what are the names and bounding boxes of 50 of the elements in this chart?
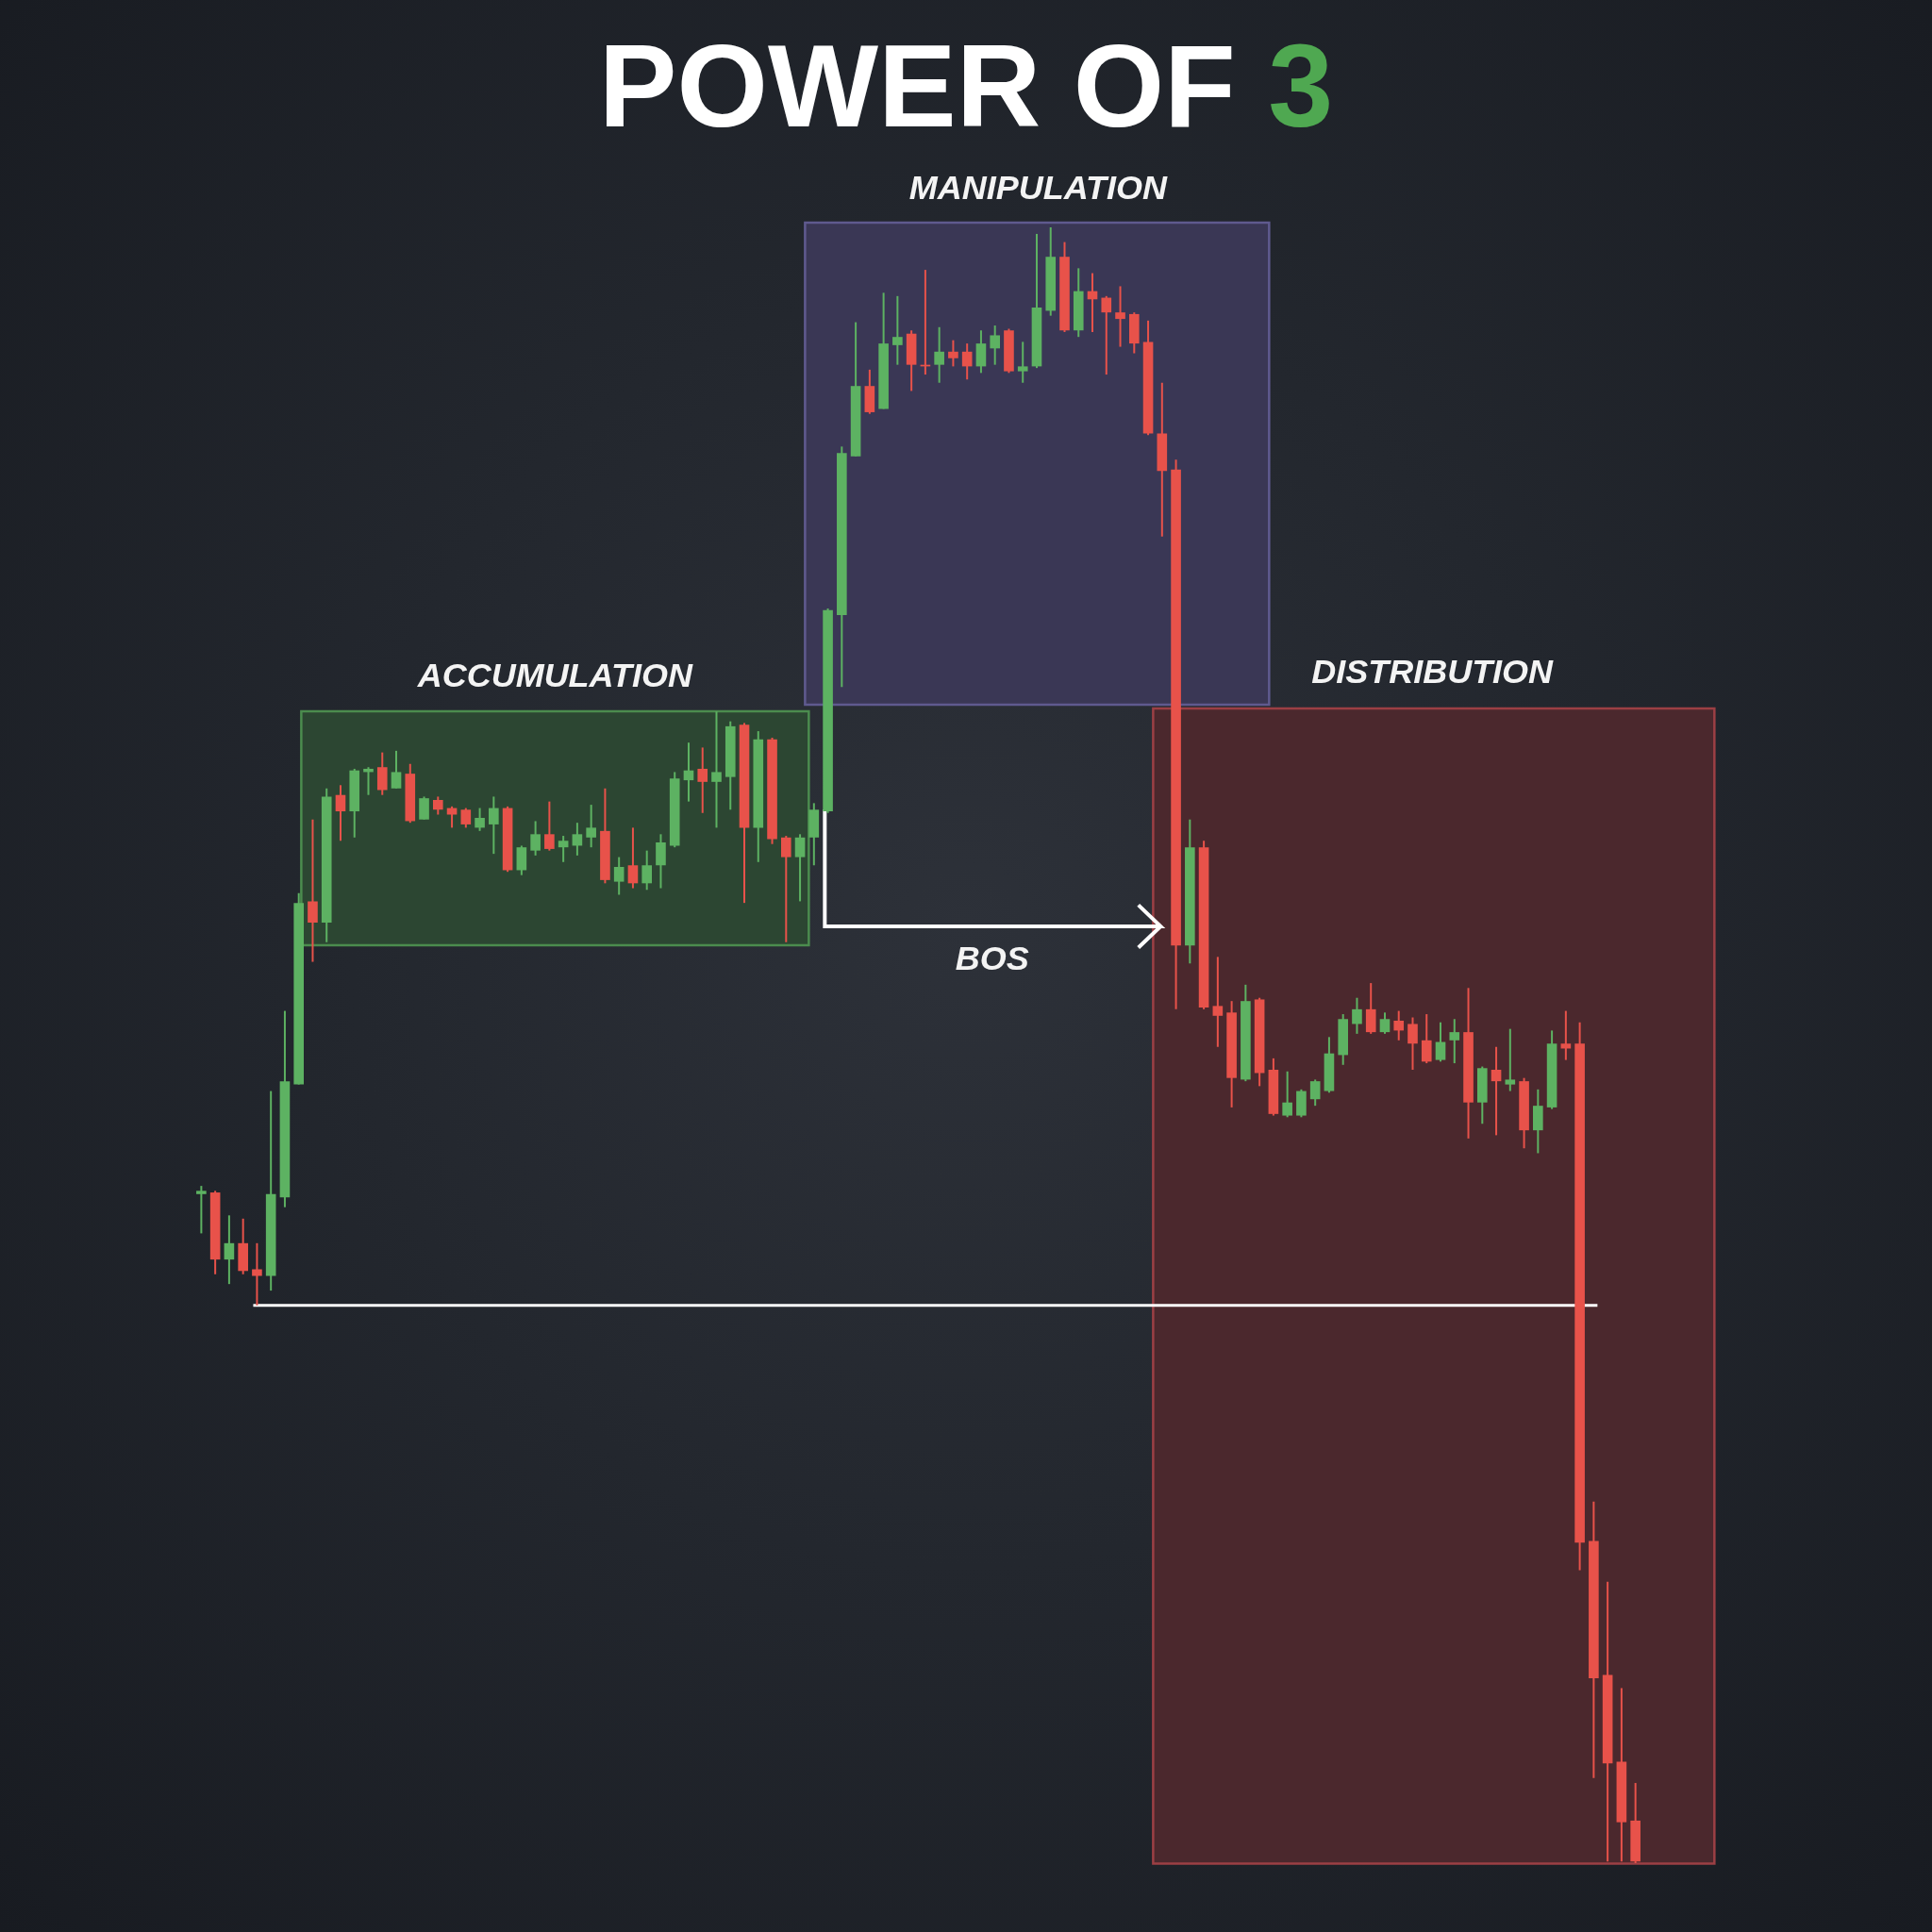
candlestick <box>1212 956 1223 1048</box>
candlestick <box>474 807 485 832</box>
annotation: BOS <box>955 938 1029 977</box>
candlestick <box>794 833 805 903</box>
annotation: DISTRIBUTION <box>1310 652 1554 691</box>
candlestick <box>627 826 638 890</box>
candlestick <box>1351 996 1362 1035</box>
candlestick <box>488 795 499 856</box>
candlestick <box>224 1214 234 1286</box>
candlestick <box>460 807 471 829</box>
candlestick <box>1017 341 1028 384</box>
candlestick <box>1560 1009 1571 1061</box>
candlestick <box>391 749 401 790</box>
candlestick <box>961 342 973 381</box>
candlestick <box>307 818 318 963</box>
annotation: ACCUMULATION <box>416 655 693 694</box>
candlestick <box>641 849 652 891</box>
candlestick <box>697 746 708 814</box>
candlestick <box>933 325 944 384</box>
candlestick <box>1281 1070 1292 1119</box>
candlestick <box>1449 1018 1459 1065</box>
candlestick <box>891 294 903 366</box>
candlestick <box>1407 1016 1418 1072</box>
candlestick <box>335 784 345 842</box>
candlestick <box>1101 294 1111 376</box>
candlestick <box>947 339 958 368</box>
candlestick <box>989 325 1000 366</box>
candlestick <box>1393 1009 1404 1041</box>
chart-title: POWER OF 3 <box>597 21 1335 151</box>
candlestick <box>710 710 722 829</box>
candlestick <box>543 800 555 852</box>
candlestick <box>1309 1078 1321 1108</box>
candlestick <box>1505 1027 1515 1092</box>
candlestick <box>613 856 625 896</box>
candlestick <box>572 822 582 857</box>
candlestick <box>585 804 596 849</box>
candlestick <box>1421 1013 1432 1065</box>
candlestick <box>1114 285 1125 348</box>
text: MANIPULATION <box>908 168 1168 208</box>
candlestick <box>1379 1011 1390 1035</box>
candlestick <box>446 805 457 829</box>
candlestick <box>780 835 791 943</box>
candlestick <box>418 795 429 821</box>
candlestick <box>432 795 443 816</box>
candlestick <box>1491 1045 1501 1137</box>
candlestick <box>195 1185 207 1235</box>
candlestick <box>683 741 693 803</box>
candlestick <box>529 820 541 857</box>
candlestick <box>1435 1021 1445 1063</box>
candlestick <box>558 835 569 863</box>
